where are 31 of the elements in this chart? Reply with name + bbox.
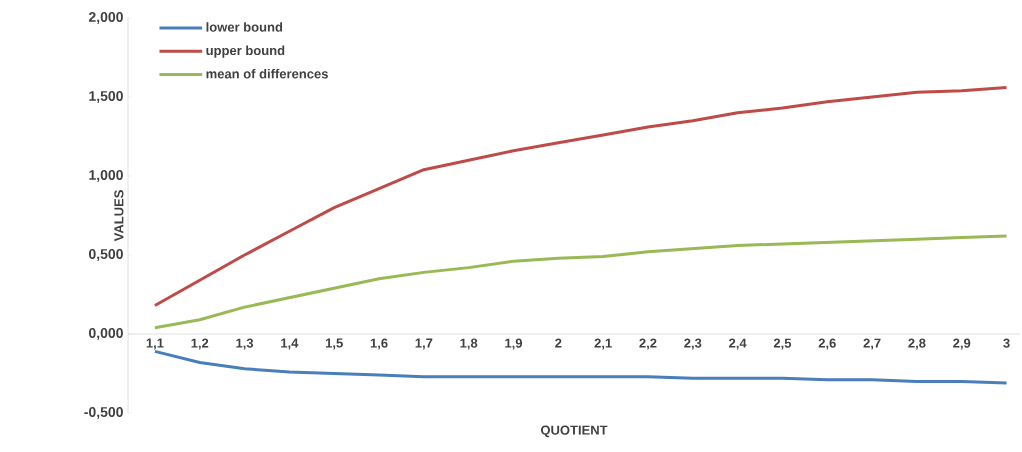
x-tick-label: 1,1 — [146, 338, 164, 350]
x-tick-label: 2,3 — [684, 338, 702, 350]
y-tick-label: -0,500 — [84, 407, 123, 419]
x-tick-label: 2,7 — [863, 338, 881, 350]
x-tick-label: 2,2 — [639, 338, 657, 350]
x-axis-title: QUOTIENT — [540, 425, 608, 438]
x-tick-label: 1,4 — [281, 338, 299, 350]
y-tick-label: 0,500 — [89, 249, 123, 261]
legend-label: upper bound — [206, 45, 285, 58]
x-tick-label: 1,7 — [415, 338, 433, 350]
y-axis-title: VALUES — [114, 190, 124, 242]
x-tick-label: 2,8 — [908, 338, 926, 350]
x-tick-label: 1,9 — [505, 338, 523, 350]
legend-label: mean of differences — [206, 68, 328, 79]
y-tick-label: 1,000 — [89, 170, 123, 182]
legend-label: lower bound — [206, 22, 283, 32]
y-tick-label: 0,000 — [89, 328, 123, 340]
x-tick-label: 2,9 — [953, 338, 971, 350]
x-tick-label: 3 — [1003, 338, 1010, 348]
x-tick-label: 2 — [555, 338, 562, 348]
y-tick-label: 2,000 — [88, 12, 123, 24]
x-tick-label: 1,3 — [236, 338, 254, 350]
x-tick-label: 2,4 — [729, 338, 747, 350]
x-tick-label: 2,1 — [594, 338, 612, 350]
x-tick-label: 1,6 — [370, 338, 388, 350]
x-tick-label: 1,8 — [460, 338, 478, 350]
x-tick-label: 1,5 — [325, 338, 343, 350]
x-tick-label: 2,5 — [773, 338, 792, 350]
x-tick-label: 2,6 — [818, 338, 836, 350]
y-tick-label: 1,500 — [89, 91, 123, 103]
x-tick-label: 1,2 — [191, 338, 209, 350]
